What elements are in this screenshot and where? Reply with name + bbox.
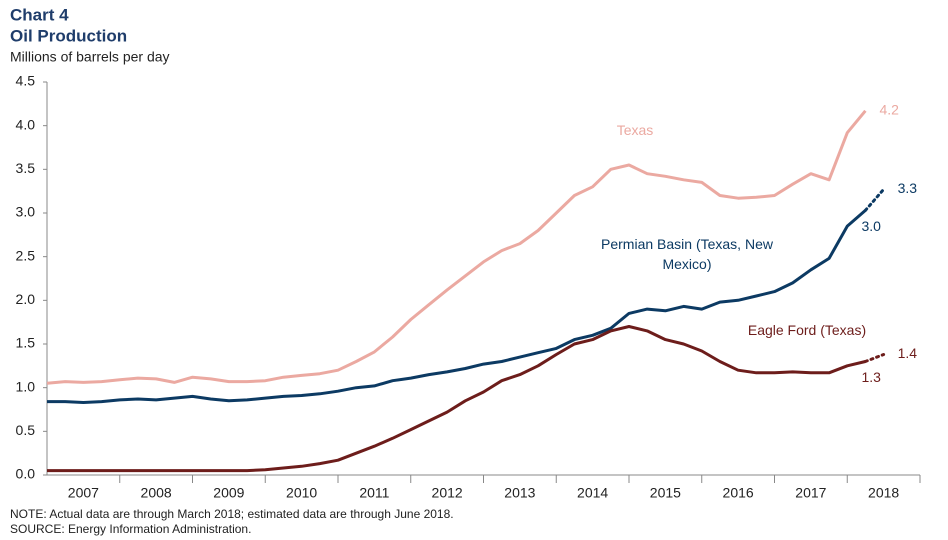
y-tick-label: 4.5 [16, 73, 36, 89]
value-label: 1.3 [861, 369, 881, 385]
x-tick-label: 2009 [213, 485, 244, 501]
x-tick-label: 2008 [141, 485, 172, 501]
estimate-label: 3.3 [898, 180, 918, 196]
estimate-line [863, 187, 886, 212]
value-label: 4.2 [879, 102, 899, 118]
x-tick-label: 2013 [504, 485, 535, 501]
chart-subtitle: Oil Production [10, 26, 127, 45]
y-tick-label: 0.0 [16, 466, 36, 482]
y-tick-label: 0.5 [16, 422, 36, 438]
y-tick-label: 1.5 [16, 335, 36, 351]
note: NOTE: Actual data are through March 2018… [10, 507, 454, 521]
x-tick-label: 2010 [286, 485, 317, 501]
series-line [47, 209, 867, 404]
y-axis-label: Millions of barrels per day [10, 49, 170, 65]
x-tick-label: 2017 [795, 485, 826, 501]
y-tick-label: 4.0 [16, 116, 36, 132]
series-name: Permian Basin (Texas, New Mexico) [601, 236, 773, 272]
value-label: 3.0 [861, 218, 881, 234]
y-tick-label: 2.0 [16, 291, 36, 307]
series-line [46, 109, 867, 385]
series-name: Texas [616, 122, 654, 138]
estimate-line [863, 353, 886, 363]
chart-title: Chart 4 [10, 5, 69, 24]
note: SOURCE: Energy Information Administratio… [10, 522, 251, 536]
x-tick-label: 2011 [359, 485, 389, 501]
y-tick-label: 3.0 [16, 204, 36, 220]
y-tick-label: 1.0 [16, 378, 36, 394]
estimate-label: 1.4 [898, 345, 918, 361]
x-tick-label: 2014 [577, 485, 608, 501]
series-name: Eagle Ford (Texas) [747, 322, 867, 338]
x-tick-label: 2016 [723, 485, 754, 501]
y-tick-label: 2.5 [16, 247, 36, 263]
y-tick-label: 3.5 [16, 160, 36, 176]
series-line [47, 325, 866, 473]
x-tick-label: 2015 [650, 485, 681, 501]
x-tick-label: 2007 [68, 485, 99, 501]
x-tick-label: 2018 [868, 485, 899, 501]
x-tick-label: 2012 [432, 485, 463, 501]
